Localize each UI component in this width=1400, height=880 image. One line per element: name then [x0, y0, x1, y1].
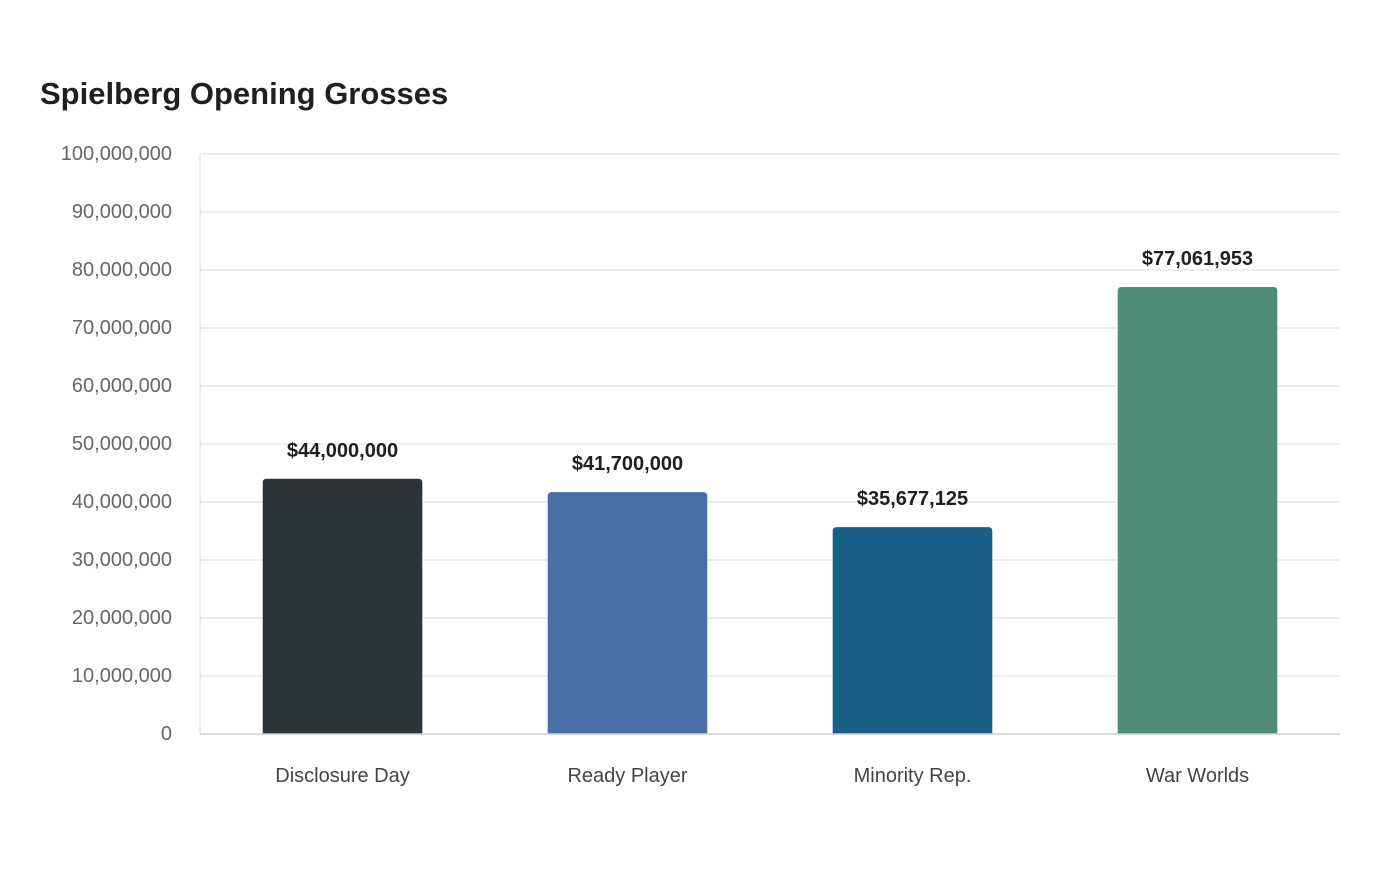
- x-category-label: Ready Player: [567, 765, 687, 787]
- bar-value-label: $41,700,000: [572, 453, 683, 475]
- bars: [262, 287, 1278, 734]
- x-category-label: Disclosure Day: [275, 765, 409, 787]
- y-tick-label: 80,000,000: [72, 259, 172, 281]
- x-axis-category-labels: Disclosure Day Ready Player Minority Rep. W…: [275, 765, 1249, 787]
- y-tick-label: 40,000,000: [72, 491, 172, 513]
- y-tick-label: 70,000,000: [72, 317, 172, 339]
- x-category-label: War Worlds: [1146, 765, 1249, 787]
- chart-title: Spielberg Opening Grosses: [40, 76, 449, 111]
- bar-value-label: $44,000,000: [287, 440, 398, 462]
- y-tick-label: 10,000,000: [72, 665, 172, 687]
- bar-ready-player: [547, 492, 708, 734]
- bar-minority-rep: [832, 527, 993, 734]
- bar-value-labels: $44,000,000 $41,700,000 $35,677,125 $77,061…: [287, 248, 1253, 510]
- y-tick-label: 60,000,000: [72, 375, 172, 397]
- bar-value-label: $35,677,125: [857, 488, 968, 510]
- y-tick-label: 50,000,000: [72, 433, 172, 455]
- bar-war-worlds: [1117, 287, 1278, 734]
- y-tick-label: 100,000,000: [61, 143, 172, 165]
- y-tick-label: 90,000,000: [72, 201, 172, 223]
- bar-disclosure-day: [262, 478, 423, 734]
- y-tick-label: 0: [161, 723, 172, 745]
- y-axis-tick-labels: 0 10,000,000 20,000,000 30,000,000 40,000,00…: [61, 143, 172, 745]
- y-tick-label: 20,000,000: [72, 607, 172, 629]
- bar-value-label: $77,061,953: [1142, 248, 1253, 270]
- y-tick-label: 30,000,000: [72, 549, 172, 571]
- x-category-label: Minority Rep.: [854, 765, 972, 787]
